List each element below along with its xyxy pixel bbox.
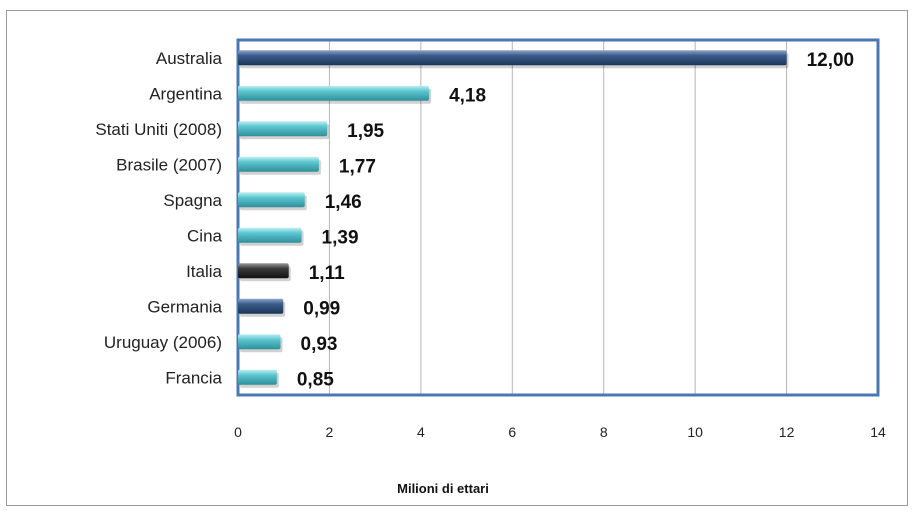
bar-8 bbox=[238, 334, 281, 350]
category-label: Italia bbox=[186, 262, 222, 281]
category-label: Brasile (2007) bbox=[116, 155, 222, 174]
bar-0 bbox=[238, 50, 787, 66]
x-tick-label: 14 bbox=[870, 424, 886, 440]
x-tick-label: 0 bbox=[234, 424, 242, 440]
bar-7 bbox=[238, 298, 284, 314]
value-label: 1,46 bbox=[325, 192, 362, 213]
x-tick-label: 4 bbox=[417, 424, 425, 440]
value-label: 1,11 bbox=[309, 263, 345, 284]
category-label: Uruguay (2006) bbox=[104, 333, 222, 352]
x-tick-label: 10 bbox=[687, 424, 703, 440]
chart-frame: Australia Argentina Stati Uniti (2008) Bras… bbox=[6, 10, 908, 506]
value-label: 1,95 bbox=[347, 121, 384, 142]
bar-9 bbox=[238, 369, 277, 385]
category-label: Francia bbox=[165, 368, 222, 387]
bar-4 bbox=[238, 192, 305, 208]
x-tick-label: 2 bbox=[326, 424, 334, 440]
value-label: 1,77 bbox=[339, 156, 376, 177]
value-label: 0,85 bbox=[297, 369, 334, 390]
bar-5 bbox=[238, 227, 302, 243]
plot-area-border bbox=[236, 38, 880, 397]
category-label: Germania bbox=[147, 297, 222, 316]
value-label: 4,18 bbox=[449, 85, 486, 106]
category-labels: Australia Argentina Stati Uniti (2008) Bras… bbox=[95, 49, 222, 388]
value-label: 1,39 bbox=[322, 227, 359, 248]
x-tick-labels: 0 2 4 6 8 10 12 14 bbox=[234, 424, 886, 440]
category-label: Argentina bbox=[149, 84, 222, 103]
value-label: 0,93 bbox=[301, 334, 338, 355]
bar-6 bbox=[238, 263, 289, 279]
x-tick-label: 6 bbox=[508, 424, 516, 440]
value-label: 12,00 bbox=[807, 50, 855, 71]
value-label: 0,99 bbox=[303, 298, 340, 319]
x-axis-title: Milioni di ettari bbox=[397, 481, 489, 496]
bar-chart: Australia Argentina Stati Uniti (2008) Bras… bbox=[95, 38, 886, 496]
category-label: Spagna bbox=[163, 191, 222, 210]
value-labels: 12,00 4,18 1,95 1,77 1,46 1,39 1,11 0,99 0,93 0,8… bbox=[297, 50, 854, 391]
bar-3 bbox=[238, 156, 319, 172]
category-label: Cina bbox=[187, 226, 223, 245]
category-label: Stati Uniti (2008) bbox=[95, 120, 222, 139]
bar-1 bbox=[238, 85, 430, 101]
category-label: Australia bbox=[156, 49, 223, 68]
bars bbox=[238, 50, 789, 388]
x-tick-label: 8 bbox=[600, 424, 608, 440]
bar-2 bbox=[238, 121, 328, 137]
x-tick-label: 12 bbox=[779, 424, 795, 440]
